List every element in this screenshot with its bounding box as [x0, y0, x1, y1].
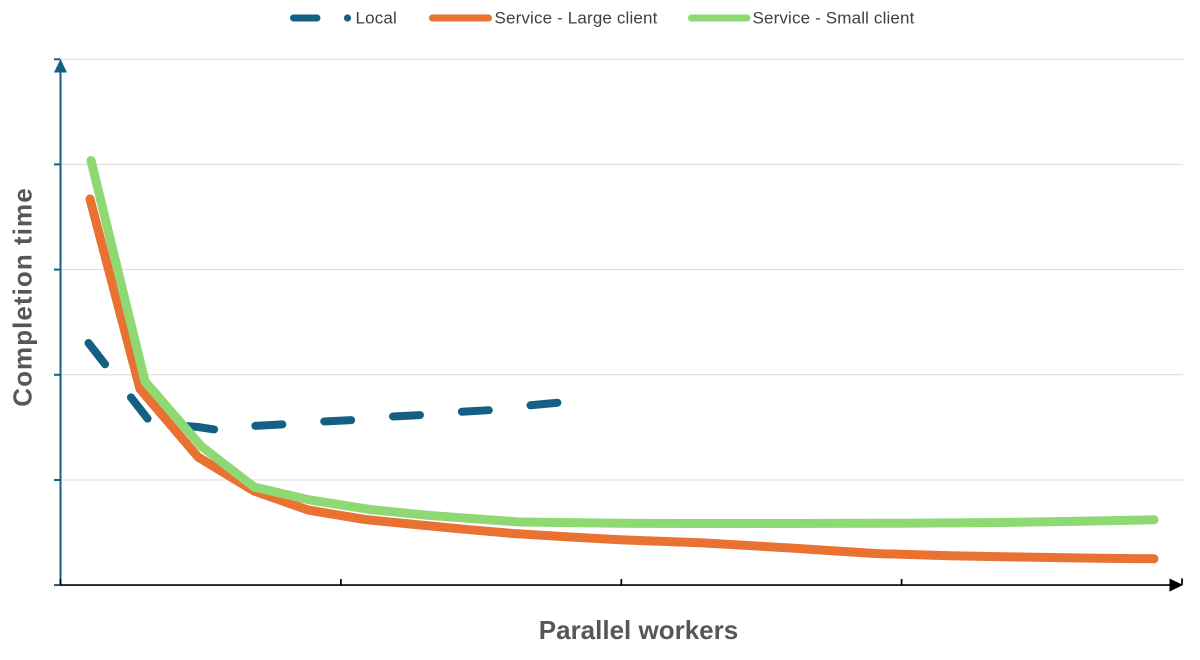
svg-text:Local: Local [356, 9, 397, 28]
svg-text:Parallel workers: Parallel workers [539, 615, 738, 645]
svg-text:Completion time: Completion time [8, 187, 38, 406]
svg-text:Service - Small client: Service - Small client [753, 9, 915, 28]
svg-text:Service - Large client: Service - Large client [495, 9, 658, 28]
